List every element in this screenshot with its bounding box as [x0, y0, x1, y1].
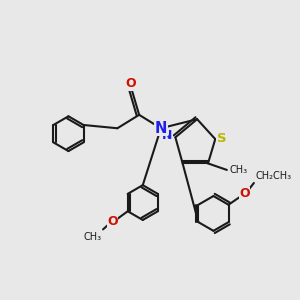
Text: O: O	[107, 214, 118, 227]
Text: N: N	[162, 129, 172, 142]
Text: CH₃: CH₃	[229, 165, 247, 175]
Text: CH₃: CH₃	[83, 232, 101, 242]
Text: CH₂CH₃: CH₂CH₃	[255, 171, 292, 181]
Text: S: S	[217, 132, 226, 145]
Text: O: O	[125, 77, 136, 90]
Text: O: O	[239, 188, 250, 200]
Text: N: N	[155, 121, 167, 136]
